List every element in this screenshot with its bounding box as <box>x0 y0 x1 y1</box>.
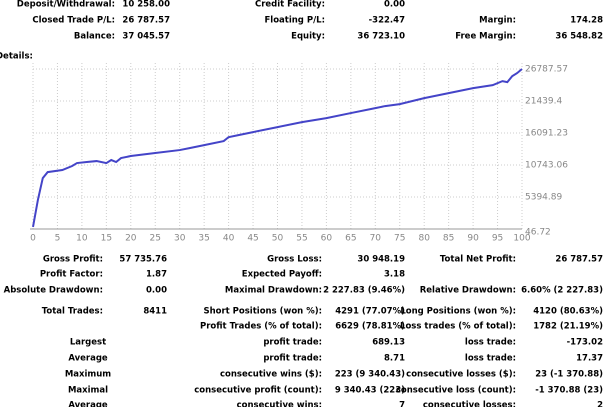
y-tick-label: 26787.57 <box>525 65 568 75</box>
stat-value: 9 340.43 (223) <box>335 386 405 396</box>
y-tick-label: 21439.4 <box>525 97 562 107</box>
x-tick-label: 65 <box>345 234 356 244</box>
y-tick-label: 10743.06 <box>525 161 568 171</box>
summary-label: Equity: <box>291 32 325 42</box>
stat-label: Average <box>68 354 108 364</box>
x-tick-label: 45 <box>247 234 258 244</box>
x-tick-label: 85 <box>443 234 454 244</box>
stat-value: 57 735.76 <box>119 255 167 265</box>
stat-label: loss trade: <box>465 338 516 348</box>
x-tick-label: 25 <box>150 234 161 244</box>
stat-label: Gross Profit: <box>43 255 103 265</box>
stat-label: Profit Factor: <box>40 270 103 280</box>
summary-label: Closed Trade P/L: <box>32 16 115 26</box>
stat-label: consecutive loss (count): <box>396 386 516 396</box>
stat-label: Total Trades: <box>42 307 103 317</box>
x-tick-label: 20 <box>125 234 137 244</box>
summary-value: 0.00 <box>384 0 405 10</box>
stat-label: consecutive losses: <box>423 401 516 407</box>
stat-value: 26 787.57 <box>555 255 603 265</box>
summary-value: 10 258.00 <box>122 0 170 10</box>
stat-label: profit trade: <box>263 354 322 364</box>
summary-label: Balance: <box>74 32 115 42</box>
summary-value: -322.47 <box>369 16 405 26</box>
stat-value: 1.87 <box>146 270 167 280</box>
stat-value: 2 227.83 (9.46%) <box>323 286 405 296</box>
x-tick-label: 90 <box>467 234 479 244</box>
stat-value: -1 370.88 (23) <box>535 386 603 396</box>
x-tick-label: 80 <box>418 234 430 244</box>
summary-label: Deposit/Withdrawal: <box>17 0 115 10</box>
y-tick-label: 16091.23 <box>525 129 568 139</box>
x-tick-label: 60 <box>321 234 333 244</box>
summary-label: Free Margin: <box>455 32 516 42</box>
stat-value: 223 (9 340.43) <box>335 370 405 380</box>
x-tick-label: 95 <box>492 234 503 244</box>
stat-value: 8411 <box>143 307 167 317</box>
summary-label: Credit Facility: <box>255 0 325 10</box>
equity-line <box>32 68 523 228</box>
summary-value: 26 787.57 <box>122 16 170 26</box>
details-label: Details: <box>0 52 33 62</box>
stat-value: 689.13 <box>372 338 405 348</box>
stat-label: profit trade: <box>263 338 322 348</box>
stat-value: 8.71 <box>384 354 405 364</box>
summary-label: Floating P/L: <box>264 16 325 26</box>
summary-value: 36 723.10 <box>357 32 405 42</box>
summary-value: 37 045.57 <box>122 32 170 42</box>
stat-value: 4291 (77.07%) <box>335 307 405 317</box>
x-tick-label: 15 <box>101 234 112 244</box>
x-tick-label: 75 <box>394 234 405 244</box>
stat-label: Expected Payoff: <box>242 270 322 280</box>
stat-value: 3.18 <box>384 270 405 280</box>
x-tick-label: 100 <box>513 234 530 244</box>
stat-label: Maximal Drawdown: <box>225 286 322 296</box>
x-tick-label: 5 <box>55 234 61 244</box>
y-tick-label: 46.72 <box>525 228 551 238</box>
x-tick-label: 40 <box>223 234 235 244</box>
x-tick-label: 10 <box>76 234 88 244</box>
stat-value: 0.00 <box>146 286 167 296</box>
x-tick-label: 70 <box>370 234 382 244</box>
stat-label: Average <box>68 401 108 407</box>
stat-label: consecutive losses ($): <box>406 370 516 380</box>
stat-label: Relative Drawdown: <box>420 286 516 296</box>
stat-label: consecutive wins ($): <box>220 370 322 380</box>
x-tick-label: 0 <box>30 234 36 244</box>
stat-label: Maximal <box>68 386 108 396</box>
x-tick-label: 55 <box>296 234 307 244</box>
x-tick-label: 35 <box>198 234 209 244</box>
stat-value: 30 948.19 <box>357 255 405 265</box>
stat-value: 6.60% (2 227.83) <box>521 286 603 296</box>
stat-value: 2 <box>597 401 603 407</box>
stat-label: Largest <box>70 338 106 348</box>
stat-label: Absolute Drawdown: <box>4 286 103 296</box>
x-tick-label: 50 <box>272 234 284 244</box>
summary-value: 36 548.82 <box>555 32 603 42</box>
stat-value: 4120 (80.63%) <box>533 307 603 317</box>
stat-value: 7 <box>399 401 405 407</box>
summary-value: 174.28 <box>570 16 603 26</box>
stat-label: Long Positions (won %): <box>400 307 516 317</box>
stat-label: Maximum <box>65 370 111 380</box>
stat-label: consecutive wins: <box>237 401 322 407</box>
stat-label: loss trade: <box>465 354 516 364</box>
summary-label: Margin: <box>479 16 516 26</box>
x-tick-label: 30 <box>174 234 186 244</box>
stat-value: 23 (-1 370.88) <box>535 370 603 380</box>
stat-label: Loss trades (% of total): <box>400 322 516 332</box>
stat-label: Gross Loss: <box>267 255 322 265</box>
stat-label: Profit Trades (% of total): <box>200 322 322 332</box>
y-tick-label: 5394.89 <box>525 193 562 203</box>
stat-value: 1782 (21.19%) <box>533 322 603 332</box>
stat-label: Total Net Profit: <box>440 255 516 265</box>
stat-label: consecutive profit (count): <box>194 386 322 396</box>
stat-value: 6629 (78.81%) <box>335 322 405 332</box>
stat-value: 17.37 <box>576 354 603 364</box>
stat-label: Short Positions (won %): <box>203 307 322 317</box>
stat-value: -173.02 <box>567 338 603 348</box>
